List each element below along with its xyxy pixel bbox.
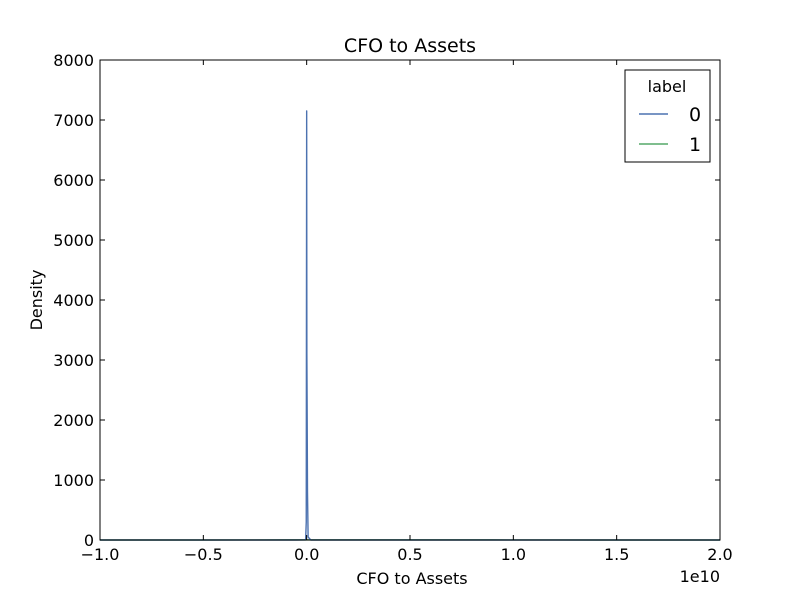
y-tick-label: 2000 <box>53 411 94 430</box>
plot-lines <box>100 111 720 540</box>
legend-label-1: 1 <box>689 134 701 156</box>
y-tick-label: 5000 <box>53 231 94 250</box>
x-tick-label: 1.5 <box>604 545 629 564</box>
y-tick-label: 0 <box>84 531 94 550</box>
x-axis-label: CFO to Assets <box>356 569 467 588</box>
x-tick-label: 2.0 <box>707 545 732 564</box>
legend-label-0: 0 <box>689 104 701 126</box>
x-tick-label: 0.5 <box>397 545 422 564</box>
x-offset-text: 1e10 <box>680 567 720 586</box>
chart-title: CFO to Assets <box>344 35 476 57</box>
legend-title: label <box>648 77 687 96</box>
y-tick-label: 1000 <box>53 471 94 490</box>
x-tick-label: −0.5 <box>184 545 223 564</box>
y-tick-label: 4000 <box>53 291 94 310</box>
x-tick-label: 0.0 <box>294 545 319 564</box>
y-tick-label: 8000 <box>53 51 94 70</box>
y-tick-label: 3000 <box>53 351 94 370</box>
legend: label 0 1 <box>625 70 710 162</box>
series-line-0 <box>100 111 720 540</box>
y-tick-label: 6000 <box>53 171 94 190</box>
y-axis-label: Density <box>27 270 46 331</box>
x-tick-label: 1.0 <box>501 545 526 564</box>
y-tick-label: 7000 <box>53 111 94 130</box>
